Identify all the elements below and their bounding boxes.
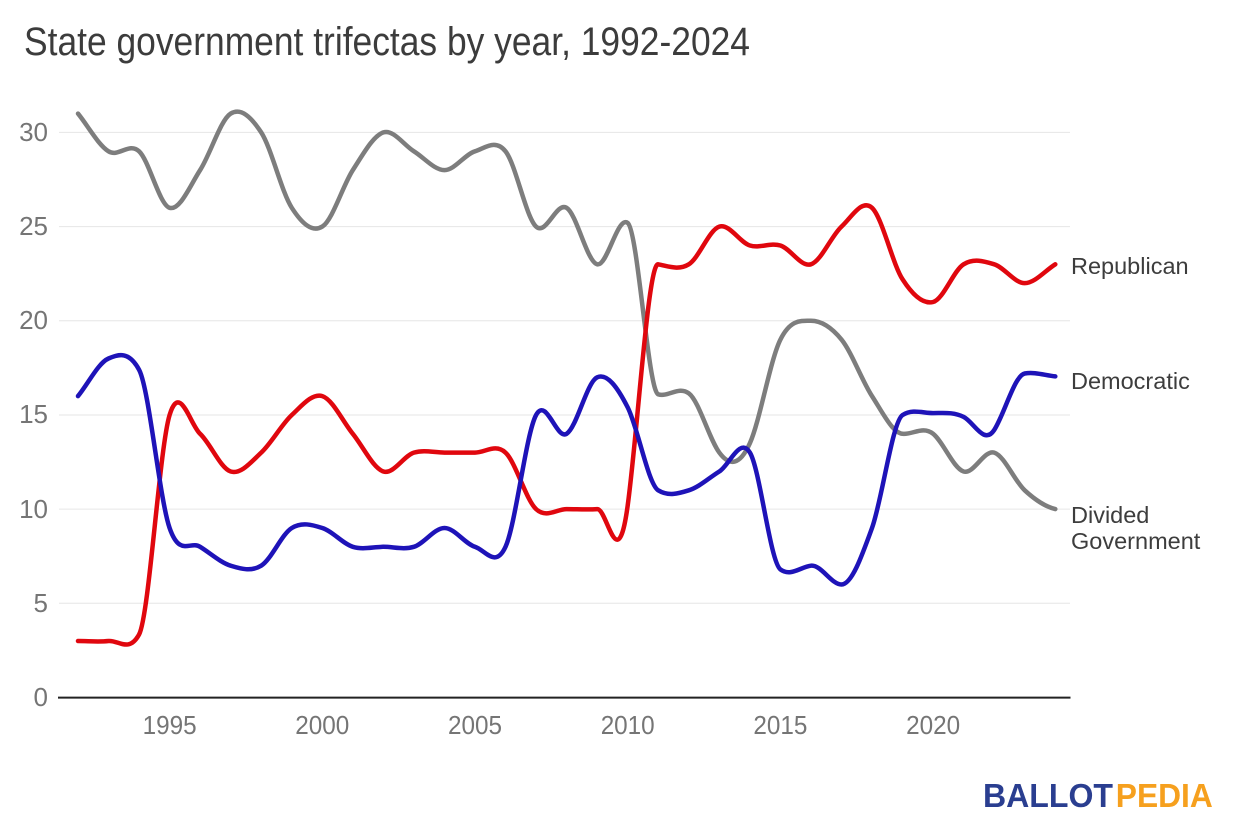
svg-text:25: 25	[19, 211, 48, 241]
svg-text:1995: 1995	[143, 710, 197, 740]
svg-text:2010: 2010	[601, 710, 655, 740]
svg-text:30: 30	[19, 117, 48, 147]
svg-text:Divided: Divided	[1071, 502, 1149, 528]
svg-text:State government trifectas by: State government trifectas by year, 1992…	[24, 20, 750, 64]
svg-text:20: 20	[19, 305, 48, 335]
svg-text:0: 0	[34, 682, 48, 712]
svg-text:BALLOT: BALLOT	[983, 777, 1113, 814]
svg-text:Republican: Republican	[1071, 253, 1189, 279]
svg-text:10: 10	[19, 494, 48, 524]
svg-text:Democratic: Democratic	[1071, 368, 1190, 394]
svg-text:2015: 2015	[753, 710, 807, 740]
svg-text:Government: Government	[1071, 528, 1201, 554]
svg-text:PEDIA: PEDIA	[1116, 777, 1213, 814]
svg-text:2020: 2020	[906, 710, 960, 740]
svg-text:2000: 2000	[295, 710, 349, 740]
svg-text:2005: 2005	[448, 710, 502, 740]
svg-text:5: 5	[34, 588, 48, 618]
svg-text:15: 15	[19, 399, 48, 429]
